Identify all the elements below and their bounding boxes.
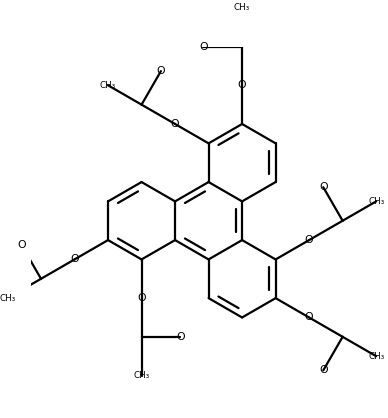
Text: O: O [70,255,79,265]
Text: O: O [171,119,179,129]
Text: CH₃: CH₃ [234,3,250,13]
Text: CH₃: CH₃ [368,197,384,206]
Text: CH₃: CH₃ [0,293,16,303]
Text: O: O [199,42,208,51]
Text: O: O [305,235,314,245]
Text: CH₃: CH₃ [100,81,116,90]
Text: CH₃: CH₃ [133,371,150,380]
Text: O: O [238,80,246,90]
Text: O: O [319,365,327,375]
Text: CH₃: CH₃ [368,352,384,361]
Text: O: O [305,313,314,322]
Text: O: O [157,66,165,76]
Text: O: O [319,182,327,192]
Text: O: O [176,332,185,342]
Text: O: O [137,293,146,303]
Text: O: O [17,240,26,250]
